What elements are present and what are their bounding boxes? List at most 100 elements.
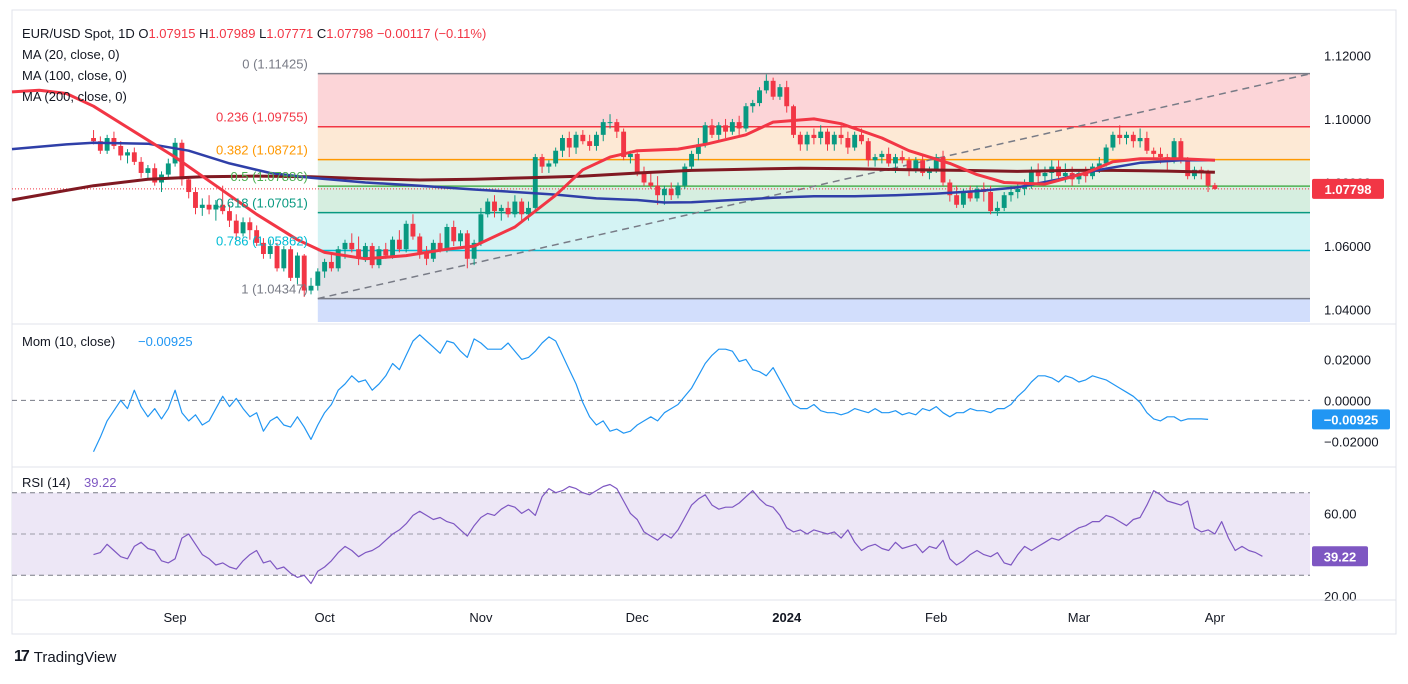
candle-body[interactable] [532,157,538,208]
candle-body[interactable] [593,134,599,146]
candle-body[interactable] [763,80,769,91]
candle-body[interactable] [328,261,334,269]
candle-body[interactable] [526,207,531,215]
candle-body[interactable] [899,157,905,161]
candle-body[interactable] [709,125,715,135]
candle-body[interactable] [587,141,593,146]
candle-body[interactable] [444,226,450,250]
candle-body[interactable] [260,242,266,254]
candle-body[interactable] [186,179,192,193]
candle-body[interactable] [1062,172,1068,177]
candle-body[interactable] [1171,141,1177,161]
candle-body[interactable] [213,204,219,210]
candle-body[interactable] [655,185,661,196]
candle-body[interactable] [383,249,389,256]
candle-body[interactable] [131,152,137,162]
candle-body[interactable] [743,106,749,129]
ma-legend-entry[interactable]: MA (100, close, 0) [22,68,127,83]
candle-body[interactable] [723,125,729,132]
candle-body[interactable] [872,157,878,161]
candle-body[interactable] [906,160,912,170]
candle-body[interactable] [614,122,620,132]
candle-body[interactable] [410,223,416,237]
candle-body[interactable] [1103,147,1109,164]
momentum-line[interactable] [92,334,1209,452]
candle-body[interactable] [689,153,695,167]
candle-body[interactable] [580,134,586,142]
candle-body[interactable] [145,168,151,173]
candle-body[interactable] [458,233,463,242]
ohlc-legend[interactable]: EUR/USD Spot, 1D O1.07915 H1.07989 L1.07… [22,26,486,41]
candle-body[interactable] [607,122,613,124]
candle-body[interactable] [933,157,939,170]
candle-body[interactable] [852,134,858,148]
candle-body[interactable] [193,192,198,208]
candle-body[interactable] [1137,138,1143,142]
candle-body[interactable] [648,182,654,186]
candle-body[interactable] [845,138,851,148]
candle-body[interactable] [553,150,559,164]
candle-body[interactable] [1028,169,1034,186]
candle-body[interactable] [784,87,790,107]
candle-body[interactable] [1015,188,1021,193]
candle-body[interactable] [349,242,355,250]
candle-body[interactable] [172,142,178,164]
candle-body[interactable] [668,188,674,196]
candle-body[interactable] [1124,134,1129,139]
candle-body[interactable] [838,134,844,139]
candle-body[interactable] [675,185,681,196]
candle-body[interactable] [960,192,966,205]
candle-body[interactable] [1158,153,1163,158]
candle-body[interactable] [641,172,647,183]
candle-body[interactable] [342,242,348,250]
candle-body[interactable] [546,163,552,167]
candle-body[interactable] [281,249,287,269]
candle-body[interactable] [369,246,375,266]
candle-body[interactable] [621,131,627,158]
candle-body[interactable] [879,153,885,158]
candle-body[interactable] [1205,172,1211,186]
candle-body[interactable] [1022,185,1028,189]
candle-body[interactable] [573,134,579,148]
candle-body[interactable] [954,195,960,205]
candle-body[interactable] [315,271,321,286]
tradingview-branding[interactable]: 17 TradingView [14,648,116,666]
candle-body[interactable] [811,134,817,139]
candle-body[interactable] [118,145,124,156]
candle-body[interactable] [859,134,864,142]
candle-body[interactable] [886,153,892,164]
candle-body[interactable] [682,166,688,186]
candle-body[interactable] [91,138,96,142]
candle-body[interactable] [471,242,477,259]
candle-body[interactable] [424,252,429,259]
candle-body[interactable] [138,161,144,173]
candle-body[interactable] [797,134,803,145]
candle-body[interactable] [233,220,239,234]
candle-body[interactable] [417,236,423,253]
candle-body[interactable] [240,222,246,234]
candle-body[interactable] [165,163,171,175]
candle-body[interactable] [1083,172,1089,177]
candle-body[interactable] [750,103,756,107]
candle-body[interactable] [1035,169,1041,177]
candle-body[interactable] [1110,134,1116,148]
ma20-line[interactable] [11,88,1215,261]
candle-body[interactable] [1042,172,1048,177]
candle-body[interactable] [566,138,572,148]
candle-body[interactable] [335,249,341,269]
candle-body[interactable] [396,239,402,250]
candle-body[interactable] [403,223,409,250]
candle-body[interactable] [512,201,518,215]
candle-body[interactable] [1144,138,1150,151]
candle-body[interactable] [478,214,484,243]
candle-body[interactable] [893,157,898,164]
candle-body[interactable] [1117,134,1123,139]
candle-body[interactable] [97,141,103,151]
candle-body[interactable] [267,246,273,254]
candle-body[interactable] [804,134,810,145]
candle-body[interactable] [199,204,205,208]
candle-body[interactable] [913,160,919,170]
candle-body[interactable] [1185,160,1191,177]
candle-body[interactable] [308,285,314,291]
candle-body[interactable] [227,211,232,221]
